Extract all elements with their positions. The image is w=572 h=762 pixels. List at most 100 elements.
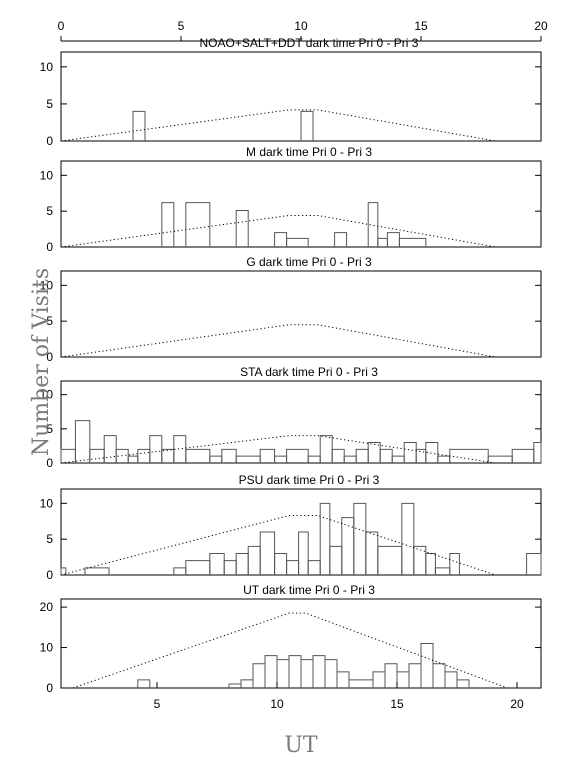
histogram-bar xyxy=(384,663,398,688)
histogram-bar xyxy=(331,448,345,463)
histogram-bar xyxy=(437,455,451,463)
histogram-bar xyxy=(348,679,374,688)
histogram-bar xyxy=(300,659,314,688)
y-tick-label: 5 xyxy=(46,422,53,436)
x-axis-label: UT xyxy=(284,733,318,758)
histogram-bar xyxy=(235,553,249,575)
panel-title: NOAO+SALT+DDT dark time Pri 0 - Pri 3 xyxy=(200,36,419,50)
histogram-bar xyxy=(298,531,309,575)
y-tick-label: 5 xyxy=(46,532,53,546)
histogram-bar xyxy=(343,455,357,463)
availability-envelope xyxy=(72,612,508,689)
histogram-bar xyxy=(60,567,67,575)
histogram-bar xyxy=(434,567,451,575)
panel-title: M dark time Pri 0 - Pri 3 xyxy=(246,145,372,159)
histogram-bar xyxy=(307,560,321,575)
histogram-bar xyxy=(379,448,393,463)
histogram-bar xyxy=(319,435,333,463)
y-tick-label: 0 xyxy=(46,134,53,148)
histogram-bar xyxy=(173,567,187,575)
histogram-bar xyxy=(355,448,369,463)
histogram-bar xyxy=(288,655,302,688)
histogram-bar xyxy=(74,420,91,463)
histogram-bar xyxy=(235,209,249,247)
histogram-bar xyxy=(386,232,400,247)
histogram-bar xyxy=(444,671,458,688)
top-axis-tick-label: 0 xyxy=(58,19,65,33)
histogram-bar xyxy=(372,671,386,688)
panel-frame xyxy=(60,488,542,576)
histogram-bar xyxy=(319,502,331,575)
availability-envelope xyxy=(60,435,496,464)
histogram-bar xyxy=(60,448,76,463)
histogram-bar xyxy=(420,643,434,688)
histogram-bar xyxy=(247,545,261,575)
histogram-bar xyxy=(334,232,348,247)
y-tick-label: 10 xyxy=(40,388,54,402)
histogram-bar xyxy=(149,435,163,463)
panel-title: STA dark time Pri 0 - Pri 3 xyxy=(240,365,378,379)
histogram-bar xyxy=(259,448,276,463)
histogram-bar xyxy=(398,237,427,247)
y-tick-label: 0 xyxy=(46,456,53,470)
histogram-bar xyxy=(274,553,288,575)
histogram-bar xyxy=(89,448,105,463)
histogram-bar xyxy=(137,448,151,463)
histogram-bar xyxy=(274,232,288,247)
histogram-bar xyxy=(235,455,261,463)
y-tick-label: 20 xyxy=(40,600,54,614)
histogram-bar xyxy=(415,448,427,463)
histogram-bar xyxy=(353,502,367,575)
histogram-bar xyxy=(240,679,254,688)
histogram-bar xyxy=(533,442,542,463)
x-tick-label: 15 xyxy=(390,697,404,711)
histogram-bar xyxy=(341,517,355,575)
y-tick-label: 10 xyxy=(40,496,54,510)
histogram-bar xyxy=(161,202,175,247)
histogram-bar xyxy=(259,531,276,575)
histogram-bar xyxy=(264,655,278,688)
panel-frame xyxy=(60,160,542,248)
histogram-bar xyxy=(252,663,266,688)
histogram-bar xyxy=(432,663,446,688)
histogram-bar xyxy=(336,671,350,688)
y-tick-label: 0 xyxy=(46,568,53,582)
histogram-bar xyxy=(276,659,290,688)
top-axis-tick-label: 20 xyxy=(534,19,548,33)
histogram-bar xyxy=(161,448,175,463)
histogram-bar xyxy=(84,567,110,575)
histogram-bar xyxy=(425,442,439,463)
histogram-bar xyxy=(526,553,542,575)
y-tick-label: 0 xyxy=(46,681,53,695)
top-axis-tick-label: 10 xyxy=(294,19,308,33)
histogram-bar xyxy=(185,560,211,575)
histogram-bar xyxy=(377,237,388,247)
y-tick-label: 5 xyxy=(46,97,53,111)
top-axis-tick-label: 15 xyxy=(414,19,428,33)
x-tick-label: 20 xyxy=(510,697,524,711)
histogram-bar xyxy=(487,455,513,463)
y-tick-label: 10 xyxy=(40,60,54,74)
histogram-bar xyxy=(403,442,417,463)
histogram-bar xyxy=(391,455,405,463)
histogram-bar xyxy=(221,448,237,463)
availability-envelope xyxy=(60,214,496,248)
histogram-bar xyxy=(209,553,225,575)
panel-title: G dark time Pri 0 - Pri 3 xyxy=(246,255,372,269)
histogram-bar xyxy=(103,435,117,463)
availability-envelope xyxy=(60,109,496,142)
y-axis-label: Number of Visits xyxy=(29,268,54,456)
top-axis-tick-label: 5 xyxy=(178,19,185,33)
histogram-bar xyxy=(286,237,309,247)
x-tick-label: 5 xyxy=(154,697,161,711)
histogram-bar xyxy=(425,553,436,575)
y-tick-label: 5 xyxy=(46,314,53,328)
histogram-bar xyxy=(127,455,139,463)
histogram-bar xyxy=(286,560,300,575)
y-tick-label: 0 xyxy=(46,240,53,254)
histogram-bar xyxy=(185,448,211,463)
histogram-bar xyxy=(132,110,146,141)
histogram-bar xyxy=(408,663,422,688)
y-tick-label: 10 xyxy=(40,168,54,182)
availability-envelope xyxy=(60,324,496,358)
